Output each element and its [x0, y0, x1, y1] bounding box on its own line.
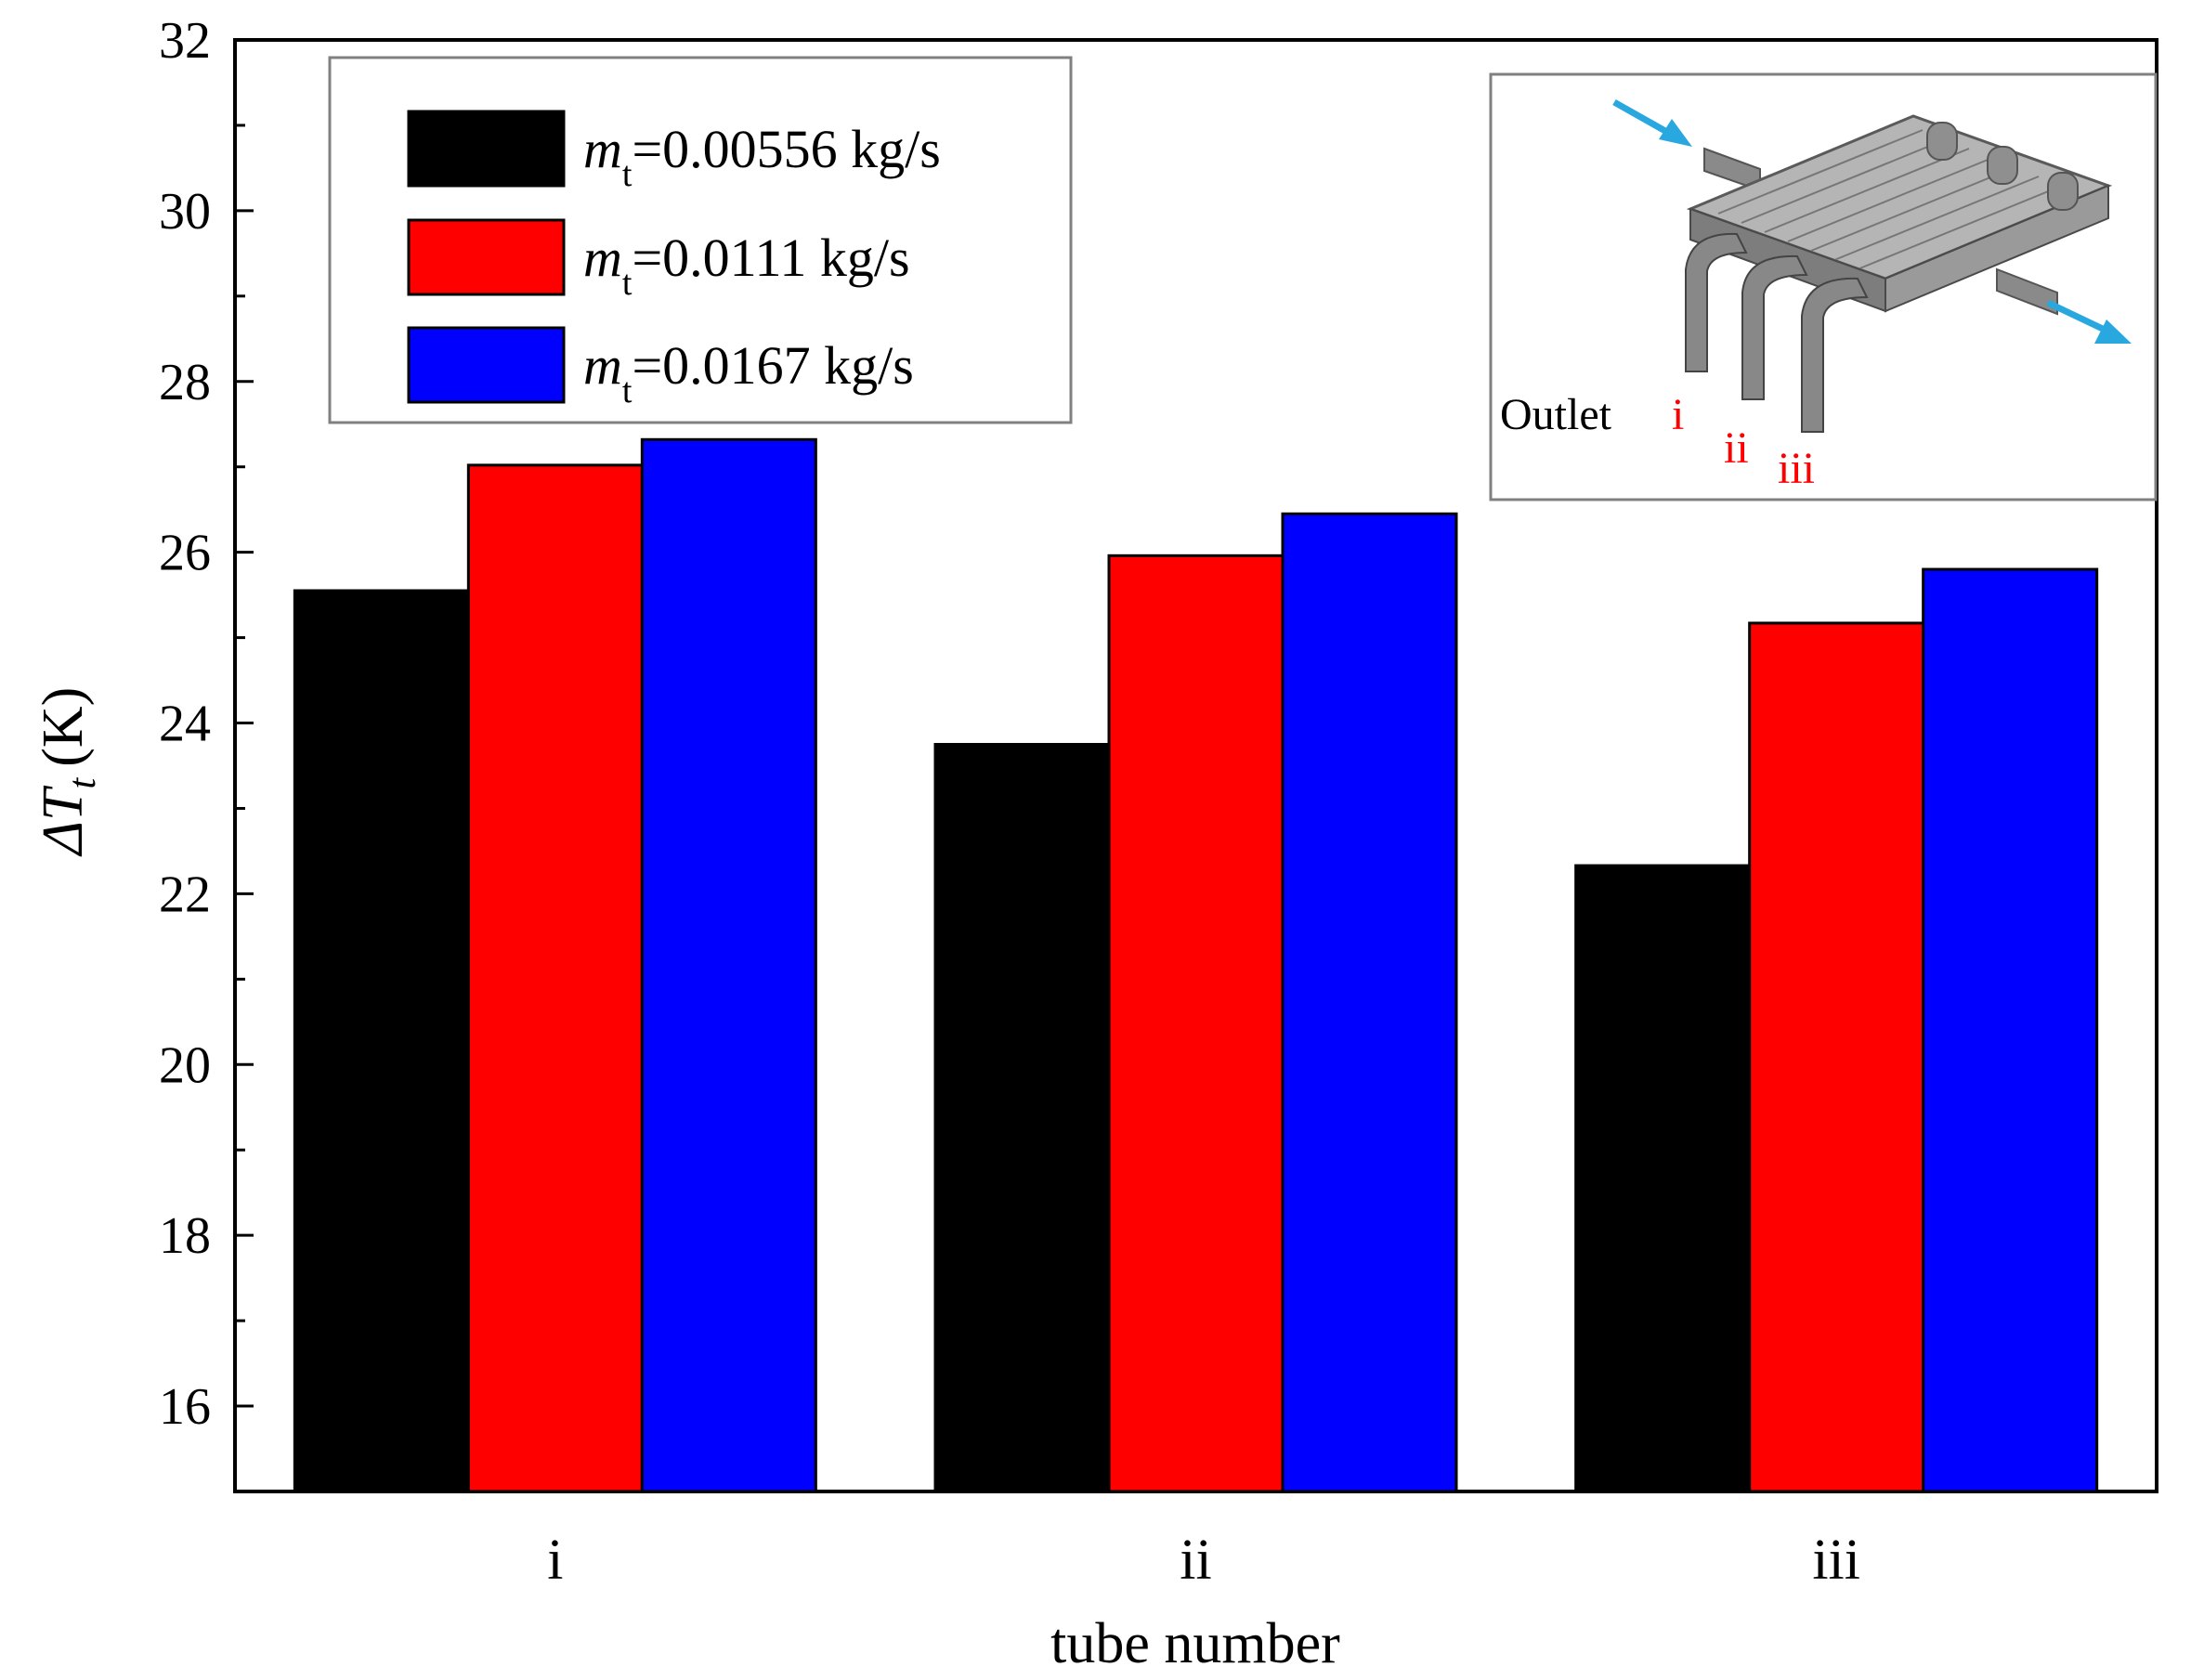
heat-exchanger-illustration [1612, 98, 2132, 433]
legend-symbol: m [583, 335, 622, 396]
x-tick-label-ii: ii [1180, 1529, 1211, 1592]
legend-subscript: t [622, 155, 633, 194]
x-axis-tick-labels: i ii iii [547, 1529, 1860, 1592]
legend-subscript: t [622, 371, 633, 410]
y-axis-ticks [235, 38, 254, 1493]
bar-ii-series-2 [1107, 553, 1285, 1493]
bar-i-series-2 [466, 463, 644, 1493]
legend-items: mt=0.00556 kg/smt=0.0111 kg/smt=0.0167 k… [407, 110, 941, 410]
legend-value: =0.0111 kg/s [632, 228, 909, 288]
legend-label-3: mt=0.0167 kg/s [583, 335, 914, 410]
y-tick-label: 28 [159, 354, 211, 411]
legend-value: =0.0167 kg/s [632, 335, 913, 396]
inset-schematic: Outlet i ii iii [1489, 72, 2158, 501]
outlet-tube-ii [1741, 254, 1808, 400]
y-tick-label: 16 [159, 1378, 211, 1436]
y-tick-label: 22 [159, 866, 211, 923]
inset-outlet-label-ii: ii [1724, 423, 1749, 473]
y-tick-label: 18 [159, 1207, 211, 1265]
inlet-arrow [1612, 98, 1692, 147]
legend-label-1: mt=0.00556 kg/s [583, 119, 941, 194]
legend-symbol: m [583, 119, 622, 179]
bar-ii-series-1 [933, 743, 1111, 1493]
svg-text:ΔTt(K): ΔTt (K) [32, 687, 104, 858]
x-tick-label-iii: iii [1812, 1529, 1860, 1592]
rear-stub-1 [1926, 122, 1958, 161]
exchanger-body-side [1885, 184, 2109, 313]
rear-stub-2 [1987, 146, 2018, 185]
bar-ii-series-3 [1281, 512, 1458, 1493]
x-tick-label-i: i [547, 1529, 563, 1592]
y-tick-label: 32 [159, 12, 211, 70]
legend-swatch-3 [407, 326, 566, 404]
outlet-tube-i [1685, 232, 1748, 372]
bar-iii-series-2 [1748, 621, 1925, 1493]
y-axis-tick-labels: 16 18 20 22 24 26 28 30 32 [159, 12, 211, 1436]
legend-swatch-1 [407, 110, 566, 188]
inset-outlet-label: Outlet [1500, 390, 1612, 439]
bar-iii-series-1 [1574, 864, 1752, 1493]
y-tick-label: 26 [159, 525, 211, 582]
y-tick-label: 30 [159, 183, 211, 241]
y-axis-title: ΔTt (K) [32, 687, 104, 858]
bar-series-group [293, 437, 2099, 1493]
bar-i-series-1 [293, 589, 470, 1493]
legend: mt=0.00556 kg/smt=0.0111 kg/smt=0.0167 k… [328, 56, 1073, 424]
bar-iii-series-3 [1922, 567, 2099, 1493]
inset-outlet-label-iii: iii [1778, 444, 1815, 493]
outlet-tube-iii [1801, 277, 1869, 433]
y-tick-label: 20 [159, 1036, 211, 1094]
inset-outlet-label-i: i [1672, 390, 1684, 439]
y-tick-label: 24 [159, 696, 211, 753]
legend-swatch-2 [407, 218, 566, 296]
rear-stub-3 [2047, 172, 2079, 211]
legend-value: =0.00556 kg/s [632, 119, 940, 179]
outlet-arrow [2046, 299, 2132, 344]
legend-symbol: m [583, 228, 622, 288]
y-axis-title-symbol: ΔT [32, 785, 95, 857]
legend-label-2: mt=0.0111 kg/s [583, 228, 910, 303]
y-axis-title-unit: (K) [32, 687, 95, 767]
outlet-pipe-main [1996, 267, 2058, 316]
y-axis-title-subscript: t [61, 776, 104, 788]
legend-subscript: t [622, 264, 633, 303]
exchanger-fins [1717, 129, 2063, 270]
bar-i-series-3 [640, 437, 817, 1493]
x-axis-title: tube number [1050, 1612, 1340, 1675]
